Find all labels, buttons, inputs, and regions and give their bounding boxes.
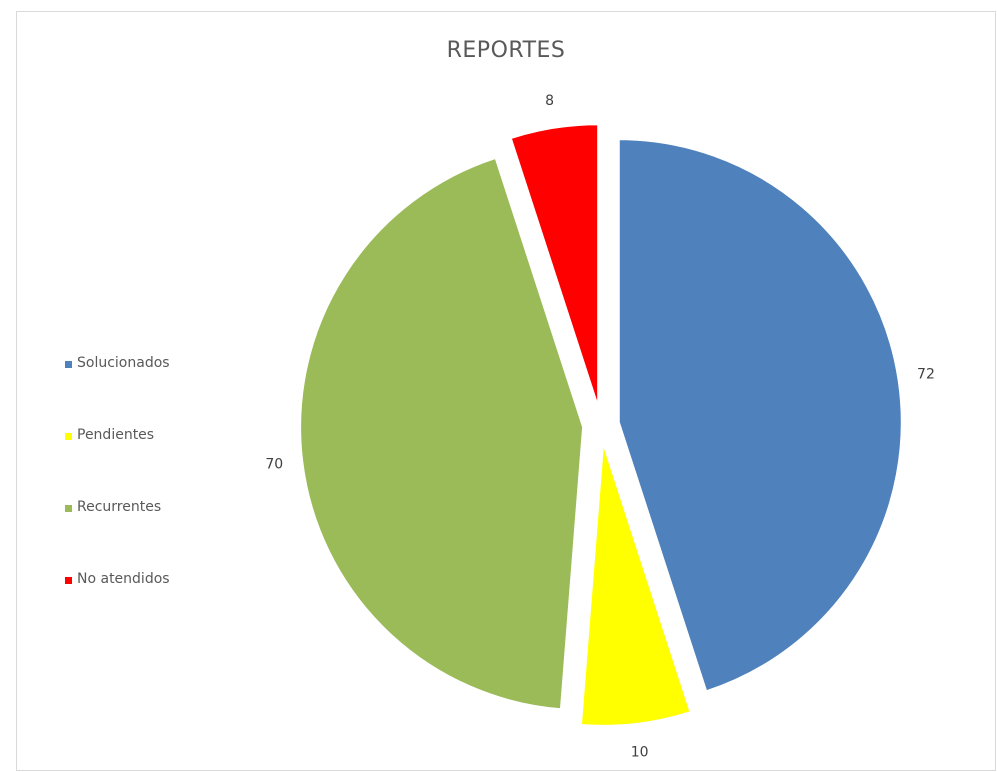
data-label: 70 (265, 457, 283, 473)
legend-swatch (65, 433, 72, 440)
legend-swatch (65, 505, 72, 512)
legend-swatch (65, 577, 72, 584)
legend-item-no-atendidos: No atendidos (65, 571, 170, 643)
legend-label: Pendientes (77, 427, 155, 443)
pie-slice-pendientes (579, 442, 692, 727)
data-label: 8 (545, 93, 554, 109)
legend-item-solucionados: Solucionados (65, 355, 170, 427)
pie-slice-no-atendidos (509, 123, 600, 408)
pie-slice-solucionados (617, 138, 903, 693)
legend-label: Recurrentes (77, 499, 162, 515)
data-label: 72 (917, 367, 935, 383)
legend-swatch (65, 361, 72, 368)
legend-label: Solucionados (77, 355, 170, 371)
legend-item-recurrentes: Recurrentes (65, 499, 170, 571)
pie-slice-recurrentes (299, 156, 585, 711)
legend: Solucionados Pendientes Recurrentes No a… (65, 355, 170, 643)
legend-item-pendientes: Pendientes (65, 427, 170, 499)
legend-label: No atendidos (77, 571, 170, 587)
data-label: 10 (631, 745, 649, 761)
chart-title: REPORTES (446, 38, 566, 63)
